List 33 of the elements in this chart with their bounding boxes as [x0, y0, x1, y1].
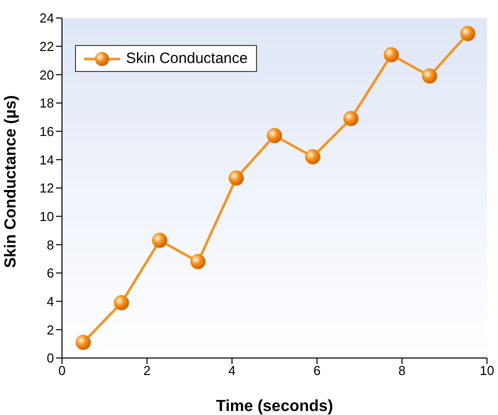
y-tick-label: 16 — [40, 124, 54, 139]
y-tick-label: 4 — [46, 294, 54, 309]
y-axis-title: Skin Conductance (µs) — [2, 95, 20, 268]
x-tick-label: 0 — [58, 363, 66, 378]
point — [114, 295, 130, 310]
x-tick-label: 6 — [313, 363, 321, 378]
y-tick-label: 6 — [46, 266, 54, 281]
point — [343, 110, 359, 126]
x-tick-label: 4 — [228, 363, 236, 378]
point — [422, 68, 438, 84]
y-tick-label: 10 — [40, 208, 54, 224]
y-tick-label: 20 — [40, 67, 54, 82]
y-tick-label: 14 — [40, 152, 54, 168]
y-tick-label: 18 — [40, 96, 54, 111]
y-tick-label: 12 — [40, 180, 54, 196]
point — [228, 170, 244, 186]
x-tick-label: 2 — [143, 363, 151, 378]
legend-label: Skin Conductance — [126, 50, 248, 67]
y-tick-label: 24 — [40, 10, 54, 26]
x-axis-title: Time (seconds) — [216, 398, 334, 415]
point — [384, 47, 400, 63]
point — [305, 149, 320, 165]
point — [266, 128, 282, 144]
x-tick-label: 8 — [398, 363, 406, 378]
point — [76, 334, 91, 350]
y-tick-label: 8 — [46, 237, 54, 252]
y-tick-label: 22 — [40, 38, 54, 54]
point — [190, 254, 206, 270]
point — [460, 26, 476, 42]
point — [152, 232, 168, 248]
y-tick-label: 0 — [46, 350, 54, 366]
y-tick-label: 2 — [46, 322, 54, 338]
x-tick-label: 10 — [480, 363, 494, 378]
